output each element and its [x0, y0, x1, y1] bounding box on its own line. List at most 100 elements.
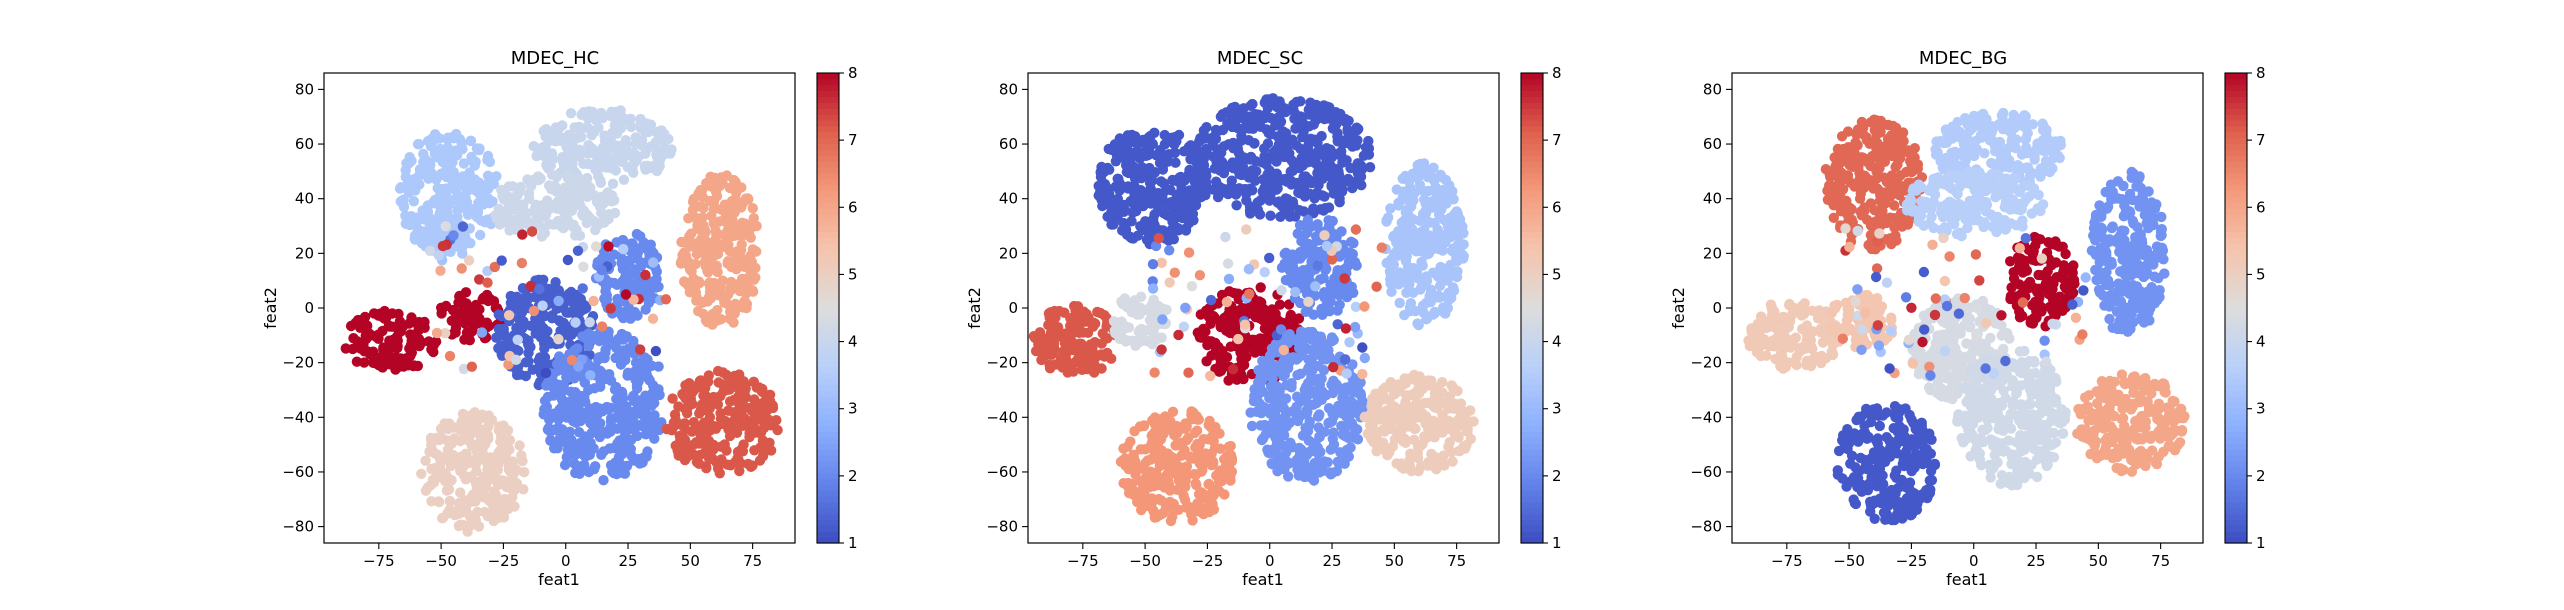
- scatter-point: [475, 229, 486, 241]
- scatter-point: [1145, 130, 1157, 141]
- scatter-point: [496, 255, 507, 266]
- y-tick-label: 0: [1008, 299, 1018, 317]
- scatter-point: [1312, 187, 1323, 198]
- scatter-point: [580, 396, 591, 407]
- colorbar-segment: [817, 255, 839, 262]
- colorbar-segment: [1521, 360, 1543, 368]
- scatter-points: [340, 105, 783, 537]
- scatter-point: [1220, 231, 1231, 243]
- scatter-point: [603, 241, 614, 252]
- scatter-point: [1408, 287, 1419, 298]
- scatter-point: [1341, 155, 1352, 166]
- scatter-point: [536, 231, 548, 242]
- scatter-point: [1204, 506, 1215, 518]
- scatter-point: [1134, 153, 1146, 164]
- scatter-point: [1169, 139, 1180, 150]
- scatter-point: [1155, 176, 1167, 187]
- scatter-point: [564, 150, 575, 161]
- scatter-point: [762, 440, 773, 451]
- scatter-point: [715, 408, 726, 419]
- scatter-point: [685, 241, 696, 252]
- scatter-point: [1239, 183, 1251, 195]
- scatter-point: [1096, 338, 1107, 349]
- scatter-point: [1243, 135, 1255, 146]
- scatter-point: [482, 150, 494, 162]
- colorbar-segment: [1521, 302, 1543, 309]
- colorbar-segment: [817, 131, 839, 139]
- scatter-point: [742, 194, 753, 205]
- scatter-point: [1087, 321, 1099, 332]
- scatter-point: [1290, 286, 1301, 298]
- scatter-point: [1440, 174, 1452, 186]
- scatter-point: [577, 209, 588, 220]
- scatter-point: [1205, 454, 1216, 465]
- scatter-point: [1380, 382, 1391, 393]
- scatter-point: [607, 190, 618, 201]
- scatter-point: [406, 155, 417, 166]
- scatter-point: [1243, 264, 1255, 275]
- scatter-point: [409, 233, 420, 244]
- scatter-point: [1313, 411, 1324, 422]
- scatter-point: [598, 475, 609, 486]
- colorbar-tick-label: 4: [848, 333, 858, 351]
- scatter-point: [1359, 411, 1371, 423]
- scatter-point: [635, 344, 646, 355]
- scatter-point: [708, 217, 720, 229]
- scatter-point: [1234, 109, 1245, 120]
- colorbar-tick-label: 1: [848, 534, 858, 552]
- scatter-point: [436, 230, 447, 241]
- scatter-point: [1165, 515, 1177, 527]
- x-tick-label: −25: [488, 552, 520, 570]
- scatter-point: [1173, 129, 1185, 141]
- scatter-point: [734, 465, 745, 477]
- scatter-point: [737, 446, 749, 457]
- y-tick-label: 0: [304, 299, 314, 317]
- scatter-point: [359, 357, 370, 368]
- scatter-point: [1277, 136, 1288, 148]
- scatter-point: [466, 492, 477, 503]
- colorbar-segment: [817, 425, 839, 432]
- scatter-point: [1314, 431, 1325, 442]
- scatter-point: [491, 332, 502, 343]
- scatter-point: [1391, 458, 1402, 469]
- scatter-point: [567, 393, 579, 405]
- scatter-point: [628, 390, 639, 401]
- scatter-point: [582, 148, 593, 159]
- scatter-point: [435, 265, 446, 276]
- colorbar-segment: [1521, 308, 1543, 315]
- scatter-point: [420, 485, 432, 496]
- panel-title: MDEC_HC: [511, 48, 599, 69]
- scatter-point: [690, 381, 701, 392]
- scatter-point: [1174, 423, 1186, 435]
- colorbar-segment: [817, 531, 839, 538]
- y-tick-label: −20: [986, 354, 1018, 372]
- colorbar-segment: [817, 449, 839, 456]
- colorbar-segment: [817, 296, 839, 303]
- scatter-point: [1452, 219, 1463, 230]
- scatter-point: [746, 222, 757, 233]
- colorbar-segment: [817, 178, 839, 186]
- colorbar-segment: [817, 366, 839, 374]
- scatter-point: [704, 277, 715, 288]
- scatter-point: [1290, 123, 1301, 134]
- scatter-point: [574, 144, 585, 155]
- scatter-point: [1349, 126, 1360, 137]
- scatter-point: [434, 146, 445, 157]
- scatter-point: [630, 264, 641, 275]
- scatter-point: [350, 317, 361, 329]
- scatter-point: [763, 414, 775, 426]
- scatter-point: [1244, 201, 1256, 212]
- colorbar-segment: [1521, 454, 1543, 462]
- scatter-point: [1149, 335, 1161, 346]
- scatter-point: [570, 317, 581, 328]
- scatter-point: [523, 188, 535, 199]
- scatter-point: [1223, 139, 1234, 150]
- scatter-point: [472, 207, 484, 218]
- scatter-point: [471, 466, 482, 477]
- scatter-point: [1254, 365, 1266, 376]
- y-tick-label: 60: [999, 135, 1018, 153]
- scatter-point: [591, 196, 603, 208]
- colorbar-segment: [817, 73, 839, 80]
- scatter-point: [518, 316, 529, 327]
